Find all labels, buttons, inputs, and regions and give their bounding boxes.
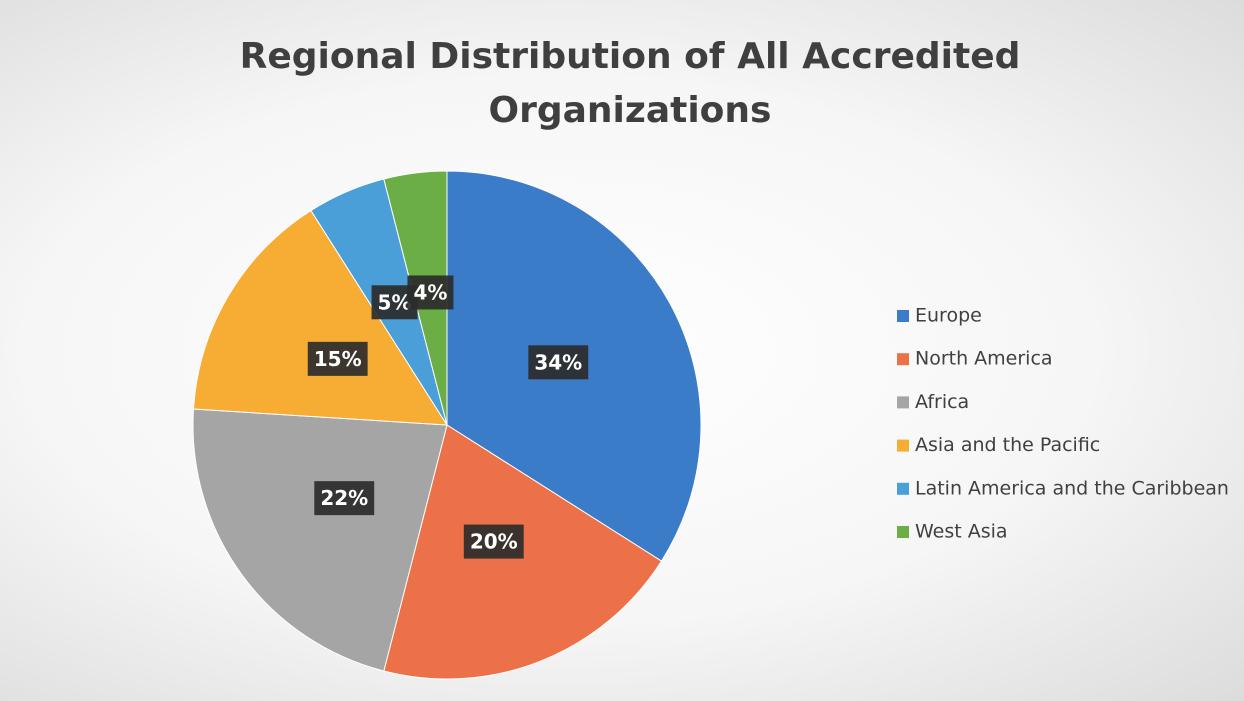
value-label-bg bbox=[407, 275, 454, 310]
legend-swatch bbox=[897, 482, 909, 495]
value-label-group: 34% bbox=[528, 345, 589, 380]
legend-swatch bbox=[897, 439, 909, 452]
value-label: 34% bbox=[534, 350, 582, 374]
value-label-group: 20% bbox=[463, 524, 524, 559]
value-label-group: 5% bbox=[371, 285, 418, 320]
value-label: 22% bbox=[320, 486, 368, 510]
value-label: 4% bbox=[413, 280, 447, 304]
value-label-bg bbox=[528, 345, 589, 380]
value-label: 15% bbox=[314, 347, 362, 371]
pie-slice bbox=[192, 209, 448, 426]
chart-title: Regional Distribution of All Accredited … bbox=[239, 36, 1021, 131]
legend-label: Africa bbox=[915, 391, 969, 413]
value-label-bg bbox=[314, 481, 375, 516]
value-label: 5% bbox=[378, 290, 412, 314]
value-label-group: 4% bbox=[407, 275, 454, 310]
legend-swatch bbox=[897, 310, 909, 322]
legend-label: Latin America and the Caribbean bbox=[915, 477, 1229, 499]
value-label-bg bbox=[463, 524, 524, 559]
value-label-bg bbox=[307, 341, 368, 376]
value-label: 20% bbox=[470, 530, 518, 554]
legend-swatch bbox=[897, 353, 909, 366]
legend-swatch bbox=[897, 526, 909, 538]
legend-label: West Asia bbox=[915, 521, 1008, 543]
legend-label: Europe bbox=[915, 305, 982, 327]
legend-label: Asia and the Pacific bbox=[915, 434, 1100, 456]
value-label-group: 22% bbox=[314, 481, 375, 516]
legend-label: North America bbox=[915, 348, 1053, 370]
value-label-group: 15% bbox=[307, 341, 368, 376]
legend-swatch bbox=[897, 396, 909, 409]
pie-slice bbox=[192, 408, 448, 672]
